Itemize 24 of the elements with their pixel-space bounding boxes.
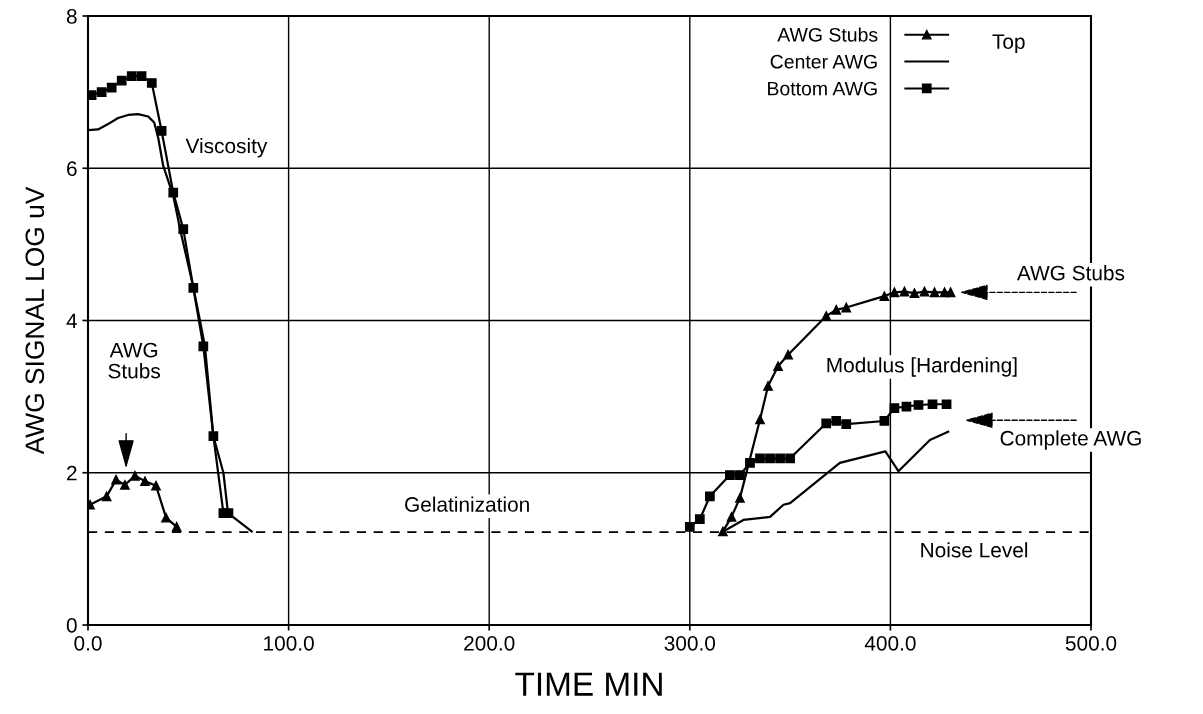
y-tick-label: 0 [66, 618, 77, 633]
y-tick-label: 4 [66, 313, 77, 329]
x-axis-title: TIME MIN [515, 672, 662, 696]
legend-label: Center AWG [770, 54, 877, 69]
annotation: AWG Stubs [1016, 265, 1125, 281]
x-tick-label: 100.0 [264, 635, 314, 651]
ref-line-label: Noise Level [921, 542, 1028, 558]
annotation: Top [992, 34, 1025, 54]
x-tick-label: 200.0 [464, 635, 515, 651]
legend-label: AWG Stubs [777, 27, 878, 42]
y-tick-label: 6 [67, 161, 77, 176]
y-tick-label: 8 [66, 9, 77, 24]
annotation: Viscosity [185, 137, 268, 158]
y-tick-label: 2 [67, 465, 77, 481]
annotation: Gelatinization [405, 496, 529, 512]
x-tick-label: 500.0 [1065, 635, 1117, 651]
x-tick-label: 300.0 [664, 635, 716, 651]
annotation: AWG Stubs [108, 342, 161, 379]
x-tick-label: 0.0 [74, 635, 102, 651]
x-tick-label: 400.0 [864, 635, 916, 651]
legend-label: Bottom AWG [768, 81, 877, 96]
y-axis-title: AWG SIGNAL LOG uV [25, 186, 45, 455]
annotation: Modulus [Hardening] [827, 357, 1017, 377]
annotation: Complete AWG [1000, 430, 1141, 450]
